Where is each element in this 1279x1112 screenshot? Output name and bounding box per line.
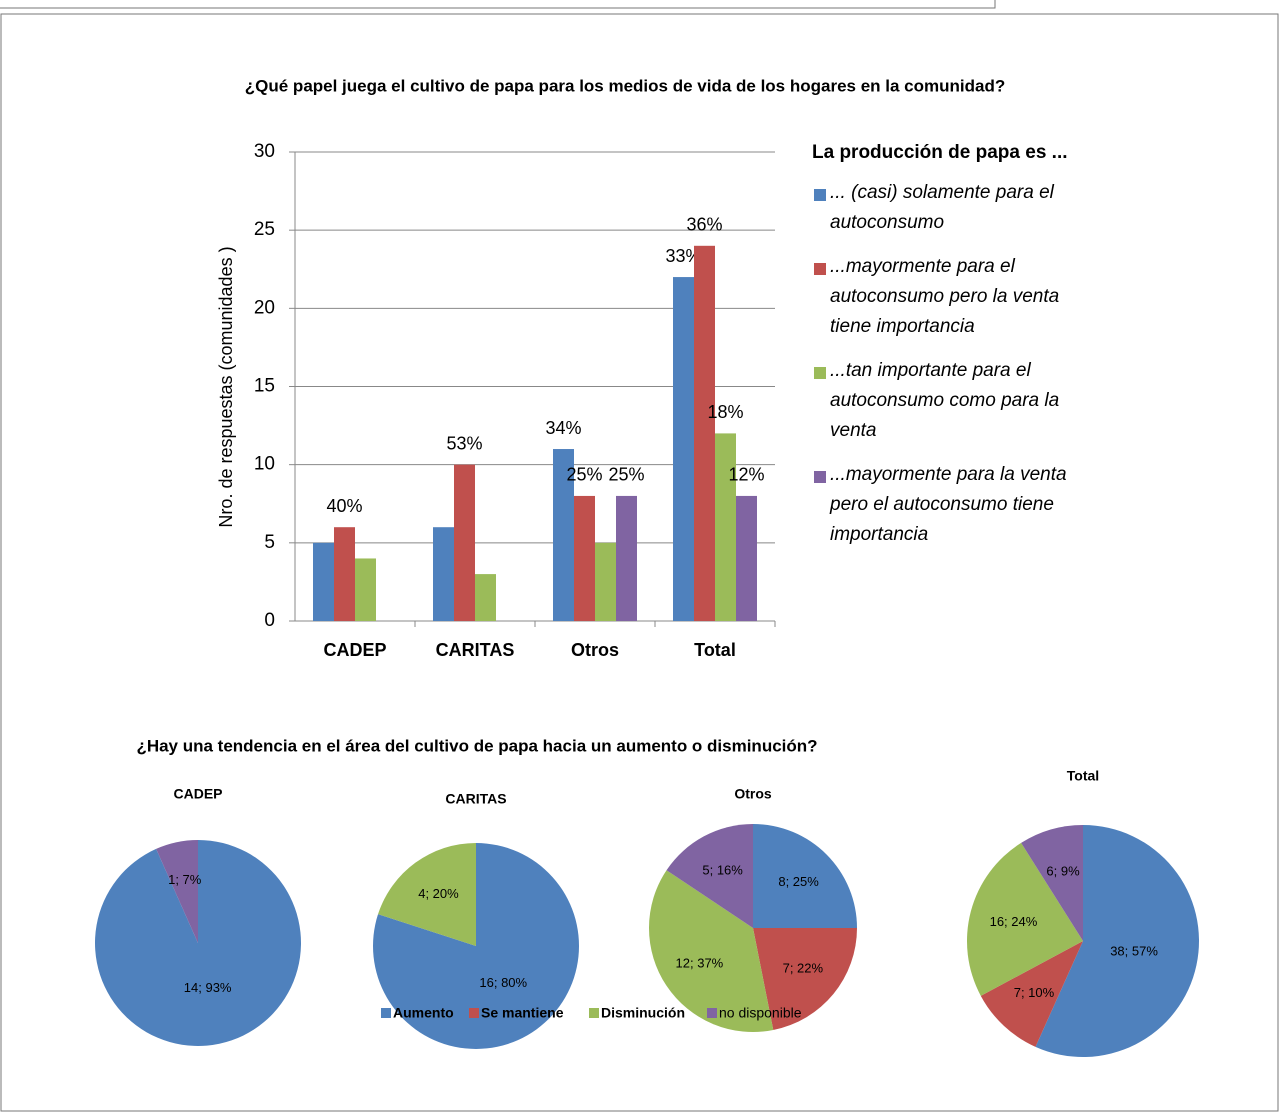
- y-tick-label: 10: [254, 454, 275, 475]
- bar-label: 12%: [728, 465, 764, 485]
- slice-label: 7; 10%: [1014, 985, 1055, 1000]
- legend-entry: ...mayormente para el autoconsumo pero l…: [812, 252, 1102, 342]
- slice-label: 16; 24%: [990, 914, 1038, 929]
- legend-swatch: [814, 471, 826, 483]
- pie-title: CARITAS: [445, 791, 506, 807]
- legend-label: no disponible: [719, 1005, 802, 1021]
- pie-slice: [753, 824, 857, 928]
- x-tick-label: Otros: [571, 640, 619, 660]
- bar-label: 18%: [707, 402, 743, 422]
- legend-label: ...mayormente para el autoconsumo pero l…: [830, 256, 1060, 337]
- pie-slice: [648, 870, 774, 1032]
- pie-slice: [753, 928, 857, 1031]
- pie-title: Otros: [734, 786, 772, 802]
- bar: [673, 277, 694, 621]
- bar-title: ¿Qué papel juega el cultivo de papa para…: [245, 76, 1005, 95]
- frame: [0, 13, 1279, 1112]
- pie-slice: [666, 824, 753, 928]
- y-axis-label: Nro. de respuestas (comunidades ): [216, 246, 236, 527]
- bar: [313, 542, 334, 621]
- pies-title: ¿Hay una tendencia en el área del cultiv…: [136, 736, 817, 755]
- slice-label: 5; 16%: [702, 863, 743, 878]
- slice-label: 7; 22%: [783, 960, 824, 975]
- bar: [334, 527, 355, 621]
- pie-title: CADEP: [173, 786, 222, 802]
- bar: [553, 449, 574, 621]
- pie-slice: [156, 840, 198, 943]
- legend-entry: ... (casi) solamente para el autoconsumo: [812, 178, 1102, 238]
- legend-entry: ...tan importante para el autoconsumo co…: [812, 356, 1102, 446]
- bar: [736, 495, 757, 621]
- pie-slice: [378, 843, 476, 946]
- bar: [475, 574, 496, 621]
- legend-swatch: [381, 1008, 391, 1018]
- slice-label: 14; 93%: [184, 980, 232, 995]
- legend-title: La producción de papa es ...: [812, 142, 1068, 163]
- legend-swatch: [707, 1008, 717, 1018]
- slice-label: 1; 7%: [168, 872, 202, 887]
- bar-label: 36%: [686, 215, 722, 235]
- slice-label: 12; 37%: [676, 955, 724, 970]
- legend-swatch: [814, 367, 826, 379]
- legend-swatch: [469, 1008, 479, 1018]
- slice-label: 4; 20%: [418, 886, 459, 901]
- legend-swatch: [814, 263, 826, 275]
- bar: [454, 464, 475, 621]
- pie-slice: [1035, 825, 1200, 1057]
- bar: [694, 245, 715, 622]
- bar: [715, 433, 736, 621]
- y-tick-label: 15: [254, 376, 275, 397]
- x-tick-label: CARITAS: [436, 640, 515, 660]
- y-tick-label: 25: [254, 219, 275, 240]
- bar: [355, 558, 376, 621]
- pie-slice: [967, 842, 1083, 996]
- bar-label: 25%: [608, 465, 644, 485]
- bar: [433, 527, 454, 621]
- bar: [595, 542, 616, 621]
- top-frame: [0, 0, 996, 9]
- bar: [616, 495, 637, 621]
- bar-label: 34%: [545, 418, 581, 438]
- legend-label: ... (casi) solamente para el autoconsumo: [830, 182, 1054, 233]
- bar-label: 33%: [665, 246, 701, 266]
- pie-slice: [980, 941, 1083, 1047]
- pie-slice: [94, 840, 301, 1047]
- legend-entry: ...mayormente para la venta pero el auto…: [812, 460, 1102, 550]
- legend-label: ...mayormente para la venta pero el auto…: [830, 464, 1067, 545]
- legend-label: ...tan importante para el autoconsumo co…: [830, 360, 1060, 441]
- bar: [574, 495, 595, 621]
- bar-label: 25%: [566, 465, 602, 485]
- x-tick-label: Total: [694, 640, 736, 660]
- slice-label: 6; 9%: [1046, 863, 1080, 878]
- bar-label: 53%: [446, 433, 482, 453]
- x-tick-label: CADEP: [323, 640, 386, 660]
- y-tick-label: 5: [264, 532, 275, 553]
- y-tick-label: 20: [254, 297, 275, 318]
- slice-label: 16; 80%: [479, 975, 527, 990]
- legend-swatch: [814, 189, 826, 201]
- slice-label: 8; 25%: [778, 874, 819, 889]
- legend-swatch: [589, 1008, 599, 1018]
- legend-label: Disminución: [601, 1005, 685, 1021]
- slice-label: 38; 57%: [1110, 943, 1158, 958]
- y-tick-label: 0: [264, 610, 275, 631]
- pie-slice: [1021, 825, 1083, 941]
- legend: La producción de papa es ... ... (casi) …: [812, 142, 1102, 564]
- pie-slice: [373, 843, 580, 1049]
- legend-label: Se mantiene: [481, 1005, 564, 1021]
- y-tick-label: 30: [254, 141, 275, 162]
- pie-title: Total: [1067, 768, 1099, 784]
- bar-label: 40%: [326, 496, 362, 516]
- legend-label: Aumento: [393, 1005, 454, 1021]
